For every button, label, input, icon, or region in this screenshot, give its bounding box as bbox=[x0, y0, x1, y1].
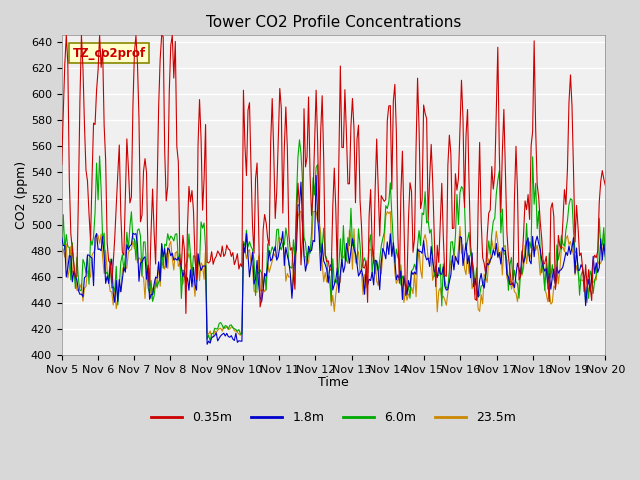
0.35m bbox=[299, 235, 307, 240]
1.8m bbox=[574, 267, 582, 273]
1.8m bbox=[58, 235, 65, 240]
1.8m bbox=[221, 333, 229, 339]
1.8m bbox=[239, 241, 247, 247]
Line: 0.35m: 0.35m bbox=[61, 36, 605, 313]
0.35m bbox=[126, 200, 134, 206]
23.5m bbox=[208, 334, 216, 340]
Line: 23.5m: 23.5m bbox=[61, 212, 605, 337]
X-axis label: Time: Time bbox=[318, 376, 349, 389]
6.0m bbox=[221, 323, 229, 328]
6.0m bbox=[125, 247, 132, 253]
0.35m bbox=[574, 225, 582, 230]
1.8m bbox=[312, 173, 320, 179]
23.5m bbox=[249, 264, 257, 269]
Text: TZ_co2prof: TZ_co2prof bbox=[72, 47, 146, 60]
1.8m bbox=[125, 246, 132, 252]
6.0m bbox=[239, 239, 247, 244]
1.8m bbox=[249, 249, 257, 255]
23.5m bbox=[574, 270, 582, 276]
Line: 6.0m: 6.0m bbox=[61, 140, 605, 341]
0.35m bbox=[241, 143, 249, 149]
23.5m bbox=[221, 325, 229, 331]
0.35m bbox=[250, 251, 258, 256]
6.0m bbox=[574, 264, 582, 270]
23.5m bbox=[239, 250, 247, 255]
23.5m bbox=[602, 247, 609, 253]
23.5m bbox=[296, 209, 303, 215]
0.35m bbox=[602, 182, 609, 188]
6.0m bbox=[206, 338, 214, 344]
23.5m bbox=[58, 250, 65, 256]
0.35m bbox=[63, 33, 70, 38]
6.0m bbox=[249, 247, 257, 252]
0.35m bbox=[58, 162, 65, 168]
0.35m bbox=[182, 311, 189, 316]
1.8m bbox=[297, 179, 305, 185]
6.0m bbox=[299, 179, 307, 184]
Y-axis label: CO2 (ppm): CO2 (ppm) bbox=[15, 161, 28, 229]
Line: 1.8m: 1.8m bbox=[61, 176, 605, 344]
23.5m bbox=[299, 224, 307, 229]
1.8m bbox=[602, 253, 609, 259]
0.35m bbox=[223, 242, 230, 248]
1.8m bbox=[204, 341, 211, 347]
6.0m bbox=[602, 257, 609, 263]
23.5m bbox=[125, 249, 132, 255]
6.0m bbox=[58, 247, 65, 253]
Title: Tower CO2 Profile Concentrations: Tower CO2 Profile Concentrations bbox=[206, 15, 461, 30]
Legend: 0.35m, 1.8m, 6.0m, 23.5m: 0.35m, 1.8m, 6.0m, 23.5m bbox=[146, 406, 521, 429]
6.0m bbox=[296, 137, 303, 143]
